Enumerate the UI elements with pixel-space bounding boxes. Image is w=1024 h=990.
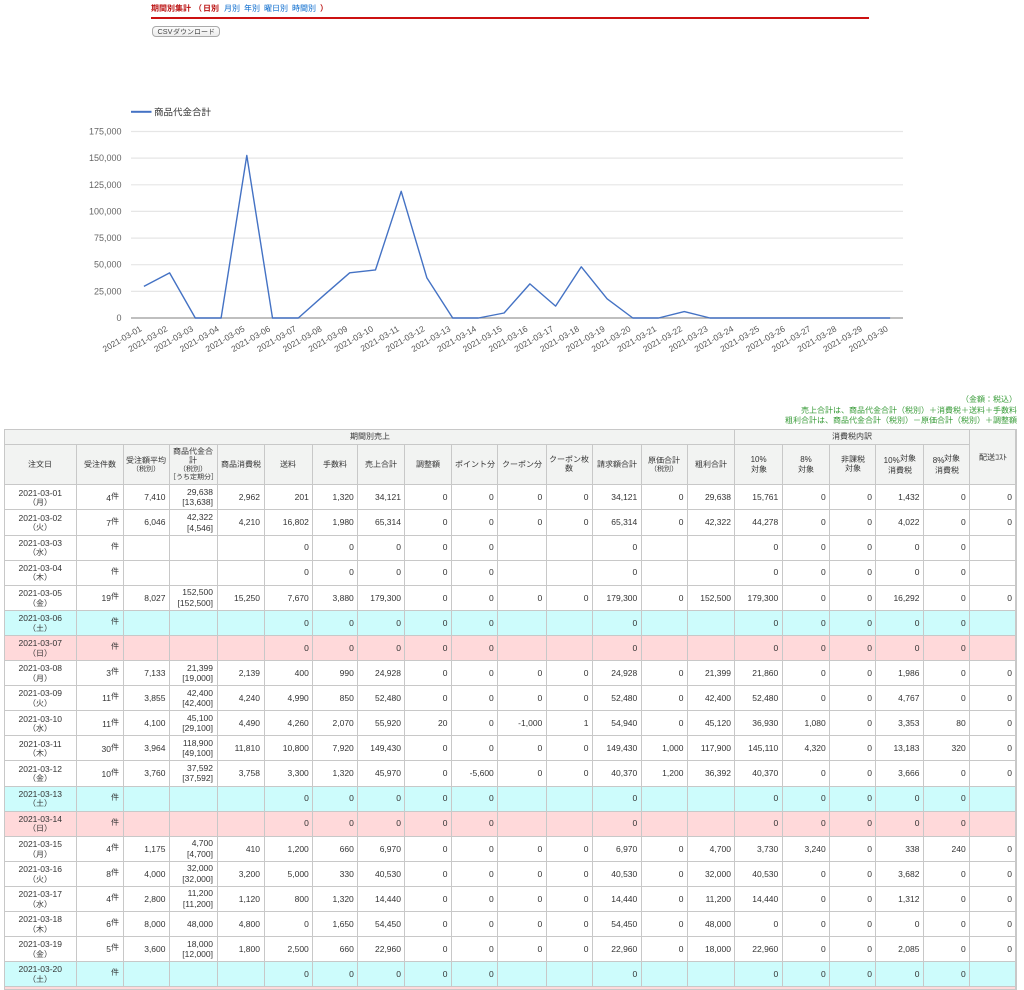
svg-text:125,000: 125,000 — [89, 180, 122, 190]
svg-text:50,000: 50,000 — [94, 260, 122, 270]
svg-text:100,000: 100,000 — [89, 206, 122, 216]
svg-text:0: 0 — [116, 313, 121, 323]
svg-text:25,000: 25,000 — [94, 286, 122, 296]
svg-text:75,000: 75,000 — [94, 233, 122, 243]
svg-text:150,000: 150,000 — [89, 153, 122, 163]
svg-text:175,000: 175,000 — [89, 127, 122, 137]
